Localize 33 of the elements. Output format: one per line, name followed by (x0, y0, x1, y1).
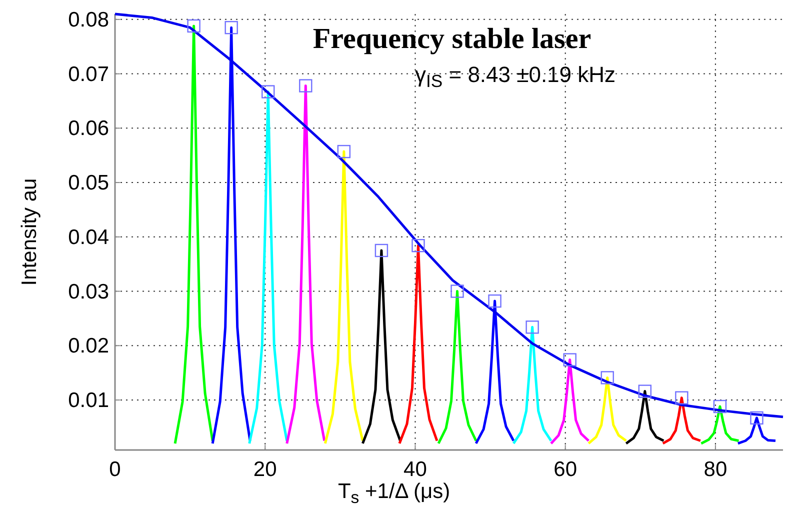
point (224, 20, 238, 34)
point (262, 85, 275, 98)
point (412, 238, 425, 252)
x-axis-title: T$_{s}$ +1/Δ (μs) (338, 480, 450, 508)
x-tick-label: 60 (554, 458, 578, 481)
x-tick-label: 20 (253, 458, 277, 481)
point (638, 384, 652, 398)
point (563, 353, 576, 366)
point (750, 411, 764, 425)
point (299, 79, 312, 92)
point (450, 284, 464, 298)
x-tick-label: 0 (109, 458, 121, 481)
point (187, 19, 200, 33)
point (374, 244, 388, 258)
chart-title: Frequency stable laser (312, 23, 592, 55)
point (675, 391, 688, 404)
x-tick-label: 80 (704, 458, 728, 481)
annotation: γ$_{IS}$ = 8.43 ±0.19 kHz (415, 62, 616, 92)
x-tick-label: 40 (404, 458, 427, 481)
y-axis-title: Intensity au (18, 178, 41, 286)
y-tick-label: 0.06 (68, 117, 109, 140)
y-tick-label: 0.01 (68, 388, 109, 412)
point (526, 320, 539, 334)
y-tick-label: 0.08 (68, 8, 109, 32)
point (600, 371, 614, 384)
y-tick-label: 0.07 (68, 62, 109, 86)
point (713, 400, 727, 414)
y-tick-label: 0.05 (68, 172, 109, 195)
point (488, 294, 502, 308)
y-tick-label: 0.02 (68, 334, 109, 358)
y-tick-label: 0.03 (68, 280, 109, 304)
point (337, 144, 351, 158)
y-tick-label: 0.04 (68, 226, 110, 249)
